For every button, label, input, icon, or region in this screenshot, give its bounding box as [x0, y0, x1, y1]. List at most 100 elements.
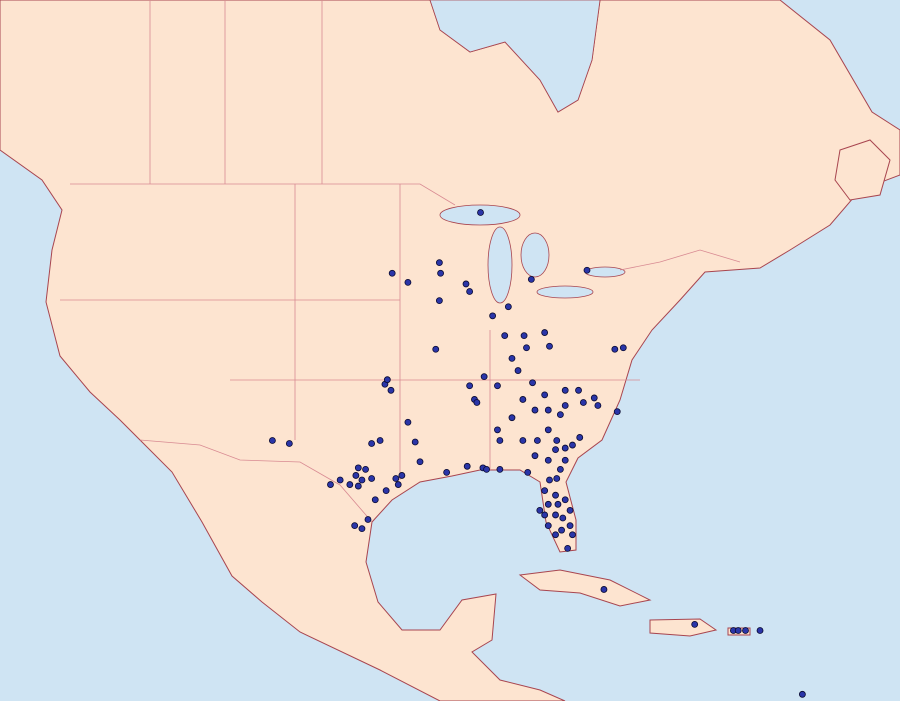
record-dot — [558, 526, 565, 534]
lake-erie — [536, 285, 594, 299]
record-dot — [519, 396, 527, 403]
record-dot — [496, 437, 504, 444]
record-dot — [508, 414, 516, 422]
record-dot — [351, 522, 359, 529]
record-dot — [358, 476, 366, 484]
record-dot — [756, 627, 764, 634]
record-dot — [514, 367, 522, 374]
records — [268, 209, 806, 698]
record-dot — [541, 487, 549, 495]
record-dot — [508, 354, 516, 362]
record-dot — [443, 468, 451, 476]
record-dot — [561, 456, 569, 464]
record-dot — [561, 386, 569, 394]
record-dot — [742, 627, 749, 634]
record-dot — [463, 462, 471, 470]
us-canada-border — [619, 249, 741, 271]
us-canada-border — [70, 183, 456, 206]
record-dot — [473, 399, 481, 406]
record-dot — [552, 491, 559, 499]
record-dot — [576, 434, 584, 441]
record-dot — [546, 476, 553, 484]
record-dot — [523, 344, 530, 352]
record-dot — [504, 303, 512, 311]
record-dot — [552, 511, 559, 519]
record-dot — [594, 402, 602, 409]
record-dot — [569, 531, 576, 539]
record-dot — [387, 386, 395, 394]
record-dot — [583, 266, 591, 274]
record-dot — [368, 475, 376, 482]
record-dot — [541, 511, 549, 519]
record-dot — [556, 411, 564, 419]
record-dot — [541, 329, 549, 336]
record-dot — [494, 426, 501, 434]
record-dot — [566, 506, 574, 514]
record-dot — [544, 522, 552, 529]
record-dot — [561, 444, 569, 452]
us-mexico-border — [139, 439, 373, 523]
record-dot — [544, 426, 552, 434]
record-dot — [519, 437, 527, 444]
record-dot — [527, 275, 535, 283]
record-dot — [466, 382, 474, 390]
record-dot — [600, 586, 608, 593]
record-dot — [590, 394, 598, 402]
record-dot — [798, 690, 806, 698]
record-dot — [483, 465, 490, 473]
record-dot — [566, 522, 574, 529]
record-dot — [561, 402, 569, 409]
record-dot — [268, 437, 276, 444]
record-dot — [619, 344, 627, 352]
record-dot — [564, 545, 572, 552]
record-dot — [354, 464, 362, 472]
record-dot — [541, 391, 549, 399]
record-dot — [383, 376, 391, 384]
record-dot — [435, 259, 443, 267]
record-dot — [477, 209, 484, 216]
lake-michigan — [487, 226, 513, 304]
record-dot — [561, 496, 569, 504]
record-dot — [404, 278, 412, 286]
record-dot — [336, 476, 344, 484]
record-dot — [524, 468, 532, 476]
record-dot — [371, 496, 379, 504]
record-dot — [466, 288, 474, 295]
record-dot — [327, 481, 334, 488]
record-dot — [358, 525, 366, 533]
record-dot — [376, 437, 384, 444]
record-dot — [382, 487, 390, 495]
record-dot — [285, 440, 293, 447]
record-dot — [411, 438, 419, 446]
record-dot — [544, 406, 552, 414]
record-dot — [432, 345, 440, 353]
record-dot — [546, 342, 553, 350]
record-dot — [352, 472, 360, 479]
record-dot — [354, 482, 362, 490]
record-dot — [501, 332, 509, 340]
record-dot — [494, 382, 501, 390]
record-dot — [552, 531, 559, 539]
record-dot — [552, 446, 559, 454]
record-dot — [691, 621, 699, 628]
record-dot — [575, 386, 582, 394]
record-dot — [480, 373, 488, 381]
record-dot — [529, 379, 536, 387]
record-dot — [544, 500, 552, 508]
record-dot — [734, 627, 742, 634]
record-dot — [533, 437, 541, 444]
record-dot — [554, 500, 562, 508]
record-dot — [553, 475, 561, 482]
record-dot — [364, 516, 372, 523]
record-dot — [531, 452, 539, 460]
lake-ontario — [584, 266, 626, 278]
record-dot — [346, 481, 354, 488]
record-dot — [362, 465, 369, 473]
record-dot — [611, 345, 619, 353]
record-dot — [531, 406, 539, 414]
record-dot — [437, 269, 444, 277]
record-dot — [435, 297, 443, 305]
record-dot — [613, 408, 621, 416]
record-dot — [579, 399, 587, 406]
